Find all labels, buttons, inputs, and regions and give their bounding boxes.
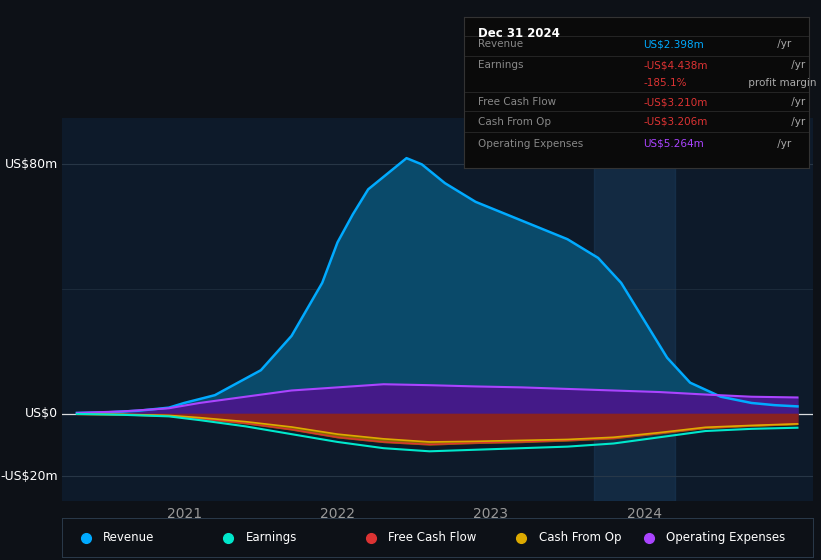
Text: -185.1%: -185.1%: [643, 78, 686, 87]
Text: Earnings: Earnings: [478, 60, 523, 70]
Text: Revenue: Revenue: [478, 39, 523, 49]
Text: -US$3.210m: -US$3.210m: [643, 97, 708, 107]
Text: Dec 31 2024: Dec 31 2024: [478, 27, 560, 40]
Text: /yr: /yr: [788, 97, 805, 107]
Text: US$80m: US$80m: [5, 158, 57, 171]
Text: profit margin: profit margin: [745, 78, 816, 87]
Text: /yr: /yr: [788, 60, 805, 70]
Text: -US$3.206m: -US$3.206m: [643, 117, 708, 127]
Text: US$2.398m: US$2.398m: [643, 39, 704, 49]
Text: Cash From Op: Cash From Op: [539, 531, 621, 544]
Text: -US$4.438m: -US$4.438m: [643, 60, 708, 70]
Text: Revenue: Revenue: [103, 531, 154, 544]
Text: Free Cash Flow: Free Cash Flow: [478, 97, 556, 107]
Text: /yr: /yr: [773, 139, 791, 149]
Text: Earnings: Earnings: [245, 531, 297, 544]
Text: /yr: /yr: [773, 39, 791, 49]
Text: Free Cash Flow: Free Cash Flow: [388, 531, 477, 544]
Bar: [594, 118, 675, 501]
Text: -US$20m: -US$20m: [0, 470, 57, 483]
Text: Cash From Op: Cash From Op: [478, 117, 551, 127]
Text: US$0: US$0: [25, 407, 57, 421]
Text: US$5.264m: US$5.264m: [643, 139, 704, 149]
Text: Operating Expenses: Operating Expenses: [478, 139, 583, 149]
Text: Operating Expenses: Operating Expenses: [667, 531, 786, 544]
Text: /yr: /yr: [788, 117, 805, 127]
